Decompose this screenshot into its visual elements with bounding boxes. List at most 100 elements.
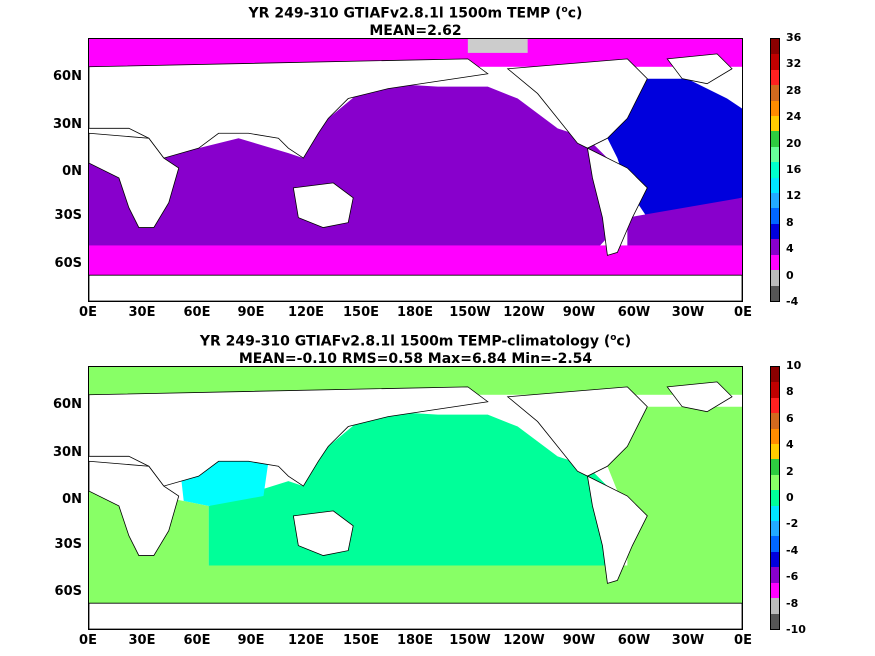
colorbar-segment [771, 162, 779, 178]
panel1-lon-label: 120W [503, 305, 545, 320]
colorbar-segment [771, 582, 779, 599]
colorbar-segment [771, 270, 779, 286]
panel2-title: YR 249-310 GTIAFv2.8.1l 1500m TEMP-clima… [88, 330, 743, 368]
panel1-lon-label: 60W [617, 305, 651, 320]
colorbar-segment [771, 444, 779, 460]
colorbar-tick-label: 4 [786, 242, 794, 256]
panel1-lat-60S: 60S [54, 256, 82, 271]
australia [292, 510, 354, 556]
panel1-lon-label: 120E [287, 305, 325, 320]
colorbar-tick-label: 4 [786, 438, 794, 452]
panel1-lat-60N: 60N [53, 69, 82, 84]
panel1-lon-label: 0E [79, 305, 97, 320]
panel2-lon-label: 60E [183, 633, 211, 648]
panel1-lon-label: 180E [396, 305, 434, 320]
colorbar-tick-label: 12 [786, 189, 802, 203]
australia [292, 182, 354, 228]
colorbar-segment [771, 521, 779, 537]
atlantic-ocean [607, 406, 742, 578]
panel2-lon-label: 60W [617, 633, 651, 648]
panel1-lat-0N: 0N [62, 164, 82, 179]
panel1-map [88, 38, 743, 302]
colorbar-tick-label: 24 [786, 110, 802, 124]
panel2-lon-label: 90E [237, 633, 265, 648]
panel1-lat-30N: 30N [53, 117, 82, 132]
colorbar-segment [771, 474, 779, 491]
panel1-lon-label: 30W [671, 305, 705, 320]
colorbar-tick-label: 10 [786, 359, 802, 372]
greenland [666, 53, 733, 85]
panel2-lon-label: 150E [342, 633, 380, 648]
colorbar-tick-label: -4 [786, 295, 799, 308]
panel2-lat-0N: 0N [62, 492, 82, 507]
colorbar-segment [771, 85, 779, 101]
antarctica [89, 602, 742, 629]
panel2-lat-60N: 60N [53, 397, 82, 412]
colorbar-tick-label: 6 [786, 411, 794, 425]
panel1-lon-label: 150E [342, 305, 380, 320]
panel2-map [88, 366, 743, 630]
colorbar-segment [771, 598, 779, 614]
panel2-lat-30S: 30S [54, 537, 82, 552]
colorbar-tick-label: 0 [786, 491, 794, 504]
south-america [586, 147, 648, 256]
greenland [666, 381, 733, 413]
colorbar-segment [771, 208, 779, 224]
panel2-lon-label: 120W [503, 633, 545, 648]
panel1-title-line1: YR 249-310 GTIAFv2.8.1l 1500m TEMP (oc) [248, 5, 583, 22]
colorbar-segment [771, 613, 779, 629]
panel2-lon-label: 0E [734, 633, 752, 648]
colorbar-segment [771, 285, 779, 301]
colorbar-segment [771, 397, 779, 414]
south-america [586, 475, 648, 584]
colorbar-segment [771, 223, 779, 240]
eurasia [89, 58, 489, 159]
colorbar-segment [771, 177, 779, 194]
panel1-lat-30S: 30S [54, 208, 82, 223]
colorbar-segment [771, 567, 779, 583]
colorbar-tick-label: 28 [786, 83, 802, 97]
panel1-lon-label: 150W [449, 305, 491, 320]
colorbar-segment [771, 146, 779, 163]
colorbar-segment [771, 459, 779, 475]
africa [89, 132, 180, 228]
panel2-title-line2: MEAN=-0.10 RMS=0.58 Max=6.84 Min=-2.54 [238, 350, 593, 367]
arctic-ice [467, 39, 528, 53]
colorbar-segment [771, 131, 779, 147]
panel1-lon-label: 90W [562, 305, 596, 320]
colorbar-tick-label: 20 [786, 136, 802, 150]
panel2-lon-label: 180E [396, 633, 434, 648]
colorbar-segment [771, 39, 779, 55]
colorbar-tick-label: 8 [786, 385, 794, 399]
colorbar-segment [771, 239, 779, 255]
colorbar-tick-label: -2 [786, 517, 799, 531]
colorbar-segment [771, 116, 779, 132]
panel1-lon-label: 90E [237, 305, 265, 320]
colorbar-tick-label: 2 [786, 464, 794, 478]
southern-ocean [89, 565, 742, 604]
panel2-lon-label: 30E [128, 633, 156, 648]
colorbar-segment [771, 382, 779, 398]
colorbar-segment [771, 536, 779, 552]
antarctica [89, 274, 742, 301]
colorbar-tick-label: -10 [786, 623, 806, 636]
north-america [506, 386, 648, 477]
panel2-lat-30N: 30N [53, 445, 82, 460]
colorbar-tick-label: 36 [786, 31, 802, 44]
africa [89, 460, 180, 556]
colorbar-tick-label: 0 [786, 268, 794, 282]
panel1-lon-label: 30E [128, 305, 156, 320]
colorbar-segment [771, 490, 779, 506]
colorbar-segment [771, 505, 779, 522]
colorbar-tick-label: 32 [786, 57, 802, 71]
panel2-colorbar [770, 366, 780, 630]
southern-ocean [89, 245, 742, 276]
colorbar-tick-label: -6 [786, 570, 799, 584]
colorbar-segment [771, 193, 779, 209]
colorbar-segment [771, 413, 779, 429]
colorbar-tick-label: 8 [786, 215, 794, 229]
colorbar-segment [771, 428, 779, 445]
colorbar-segment [771, 54, 779, 70]
colorbar-tick-label: -4 [786, 543, 799, 557]
colorbar-segment [771, 69, 779, 86]
